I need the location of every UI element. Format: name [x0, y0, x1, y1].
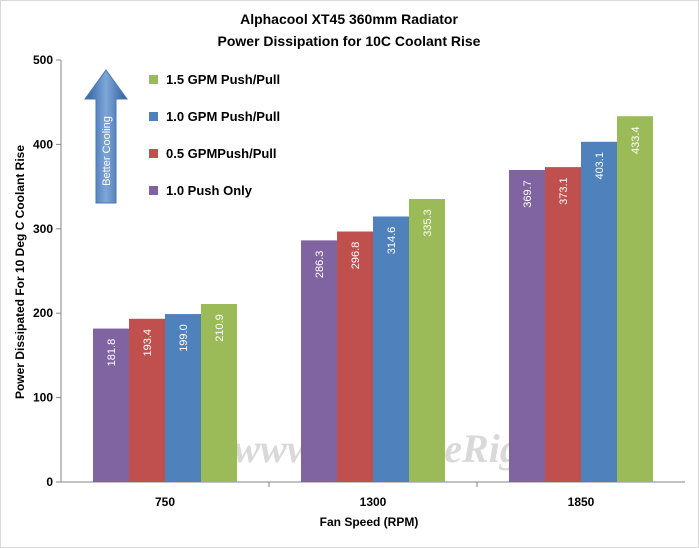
- y-tick-label: 0: [46, 475, 53, 489]
- x-tick-label: 1300: [360, 495, 387, 509]
- bar: [509, 169, 545, 482]
- bar: [373, 216, 409, 482]
- bar-data-label: 193.4: [142, 329, 154, 357]
- bar: [301, 240, 337, 482]
- legend-swatch: [149, 186, 158, 195]
- legend-entry: 1.0 GPM Push/Pull: [166, 109, 280, 124]
- y-tick-label: 300: [33, 222, 53, 236]
- legend-swatch: [149, 112, 158, 121]
- bar: [617, 116, 653, 483]
- legend-entry: 0.5 GPMPush/Pull: [166, 146, 277, 161]
- bar-data-label: 181.8: [106, 339, 118, 367]
- bar: [165, 314, 201, 482]
- better-cooling-arrow: Better Cooling: [84, 69, 128, 204]
- bar-data-label: 199.0: [178, 324, 190, 352]
- bar: [93, 328, 129, 482]
- arrow-annotation: Better Cooling: [101, 116, 113, 186]
- x-axis-label: Fan Speed (RPM): [320, 515, 419, 529]
- bar-data-label: 335.3: [422, 209, 434, 237]
- legend-entry: 1.0 Push Only: [166, 183, 253, 198]
- x-tick-label: 1850: [568, 495, 595, 509]
- bar-data-label: 373.1: [558, 177, 570, 205]
- bar: [129, 318, 165, 482]
- chart-title: Alphacool XT45 360mm Radiator: [240, 11, 458, 27]
- legend-entry: 1.5 GPM Push/Pull: [166, 72, 280, 87]
- legend-swatch: [149, 149, 158, 158]
- bar: [337, 231, 373, 482]
- legend-swatch: [149, 75, 158, 84]
- x-tick-label: 750: [155, 495, 175, 509]
- y-tick-label: 100: [33, 391, 53, 405]
- y-tick-label: 500: [33, 53, 53, 67]
- bar-data-label: 369.7: [522, 180, 534, 208]
- bar-data-label: 433.4: [630, 126, 642, 154]
- plot-area: 0 100 200 300 400 500 750 181.8 193.4 199.0 210.9 1…: [33, 53, 685, 509]
- bar: [545, 167, 581, 482]
- legend: 1.5 GPM Push/Pull 1.0 GPM Push/Pull 0.5 GP…: [149, 72, 280, 198]
- y-tick-label: 200: [33, 306, 53, 320]
- bar-data-label: 210.9: [214, 314, 226, 342]
- chart-subtitle: Power Dissipation for 10C Coolant Rise: [218, 33, 481, 49]
- bar: [409, 199, 445, 482]
- bar-data-label: 296.8: [350, 242, 362, 270]
- bar: [581, 141, 617, 482]
- y-axis-label: Power Dissipated For 10 Deg C Coolant Ri…: [13, 145, 27, 399]
- up-arrow-icon: [84, 69, 128, 204]
- bar-data-label: 403.1: [594, 152, 606, 180]
- bar: [201, 304, 237, 482]
- bar-data-label: 314.6: [386, 227, 398, 255]
- bar-data-label: 286.3: [314, 251, 326, 279]
- y-tick-label: 400: [33, 137, 53, 151]
